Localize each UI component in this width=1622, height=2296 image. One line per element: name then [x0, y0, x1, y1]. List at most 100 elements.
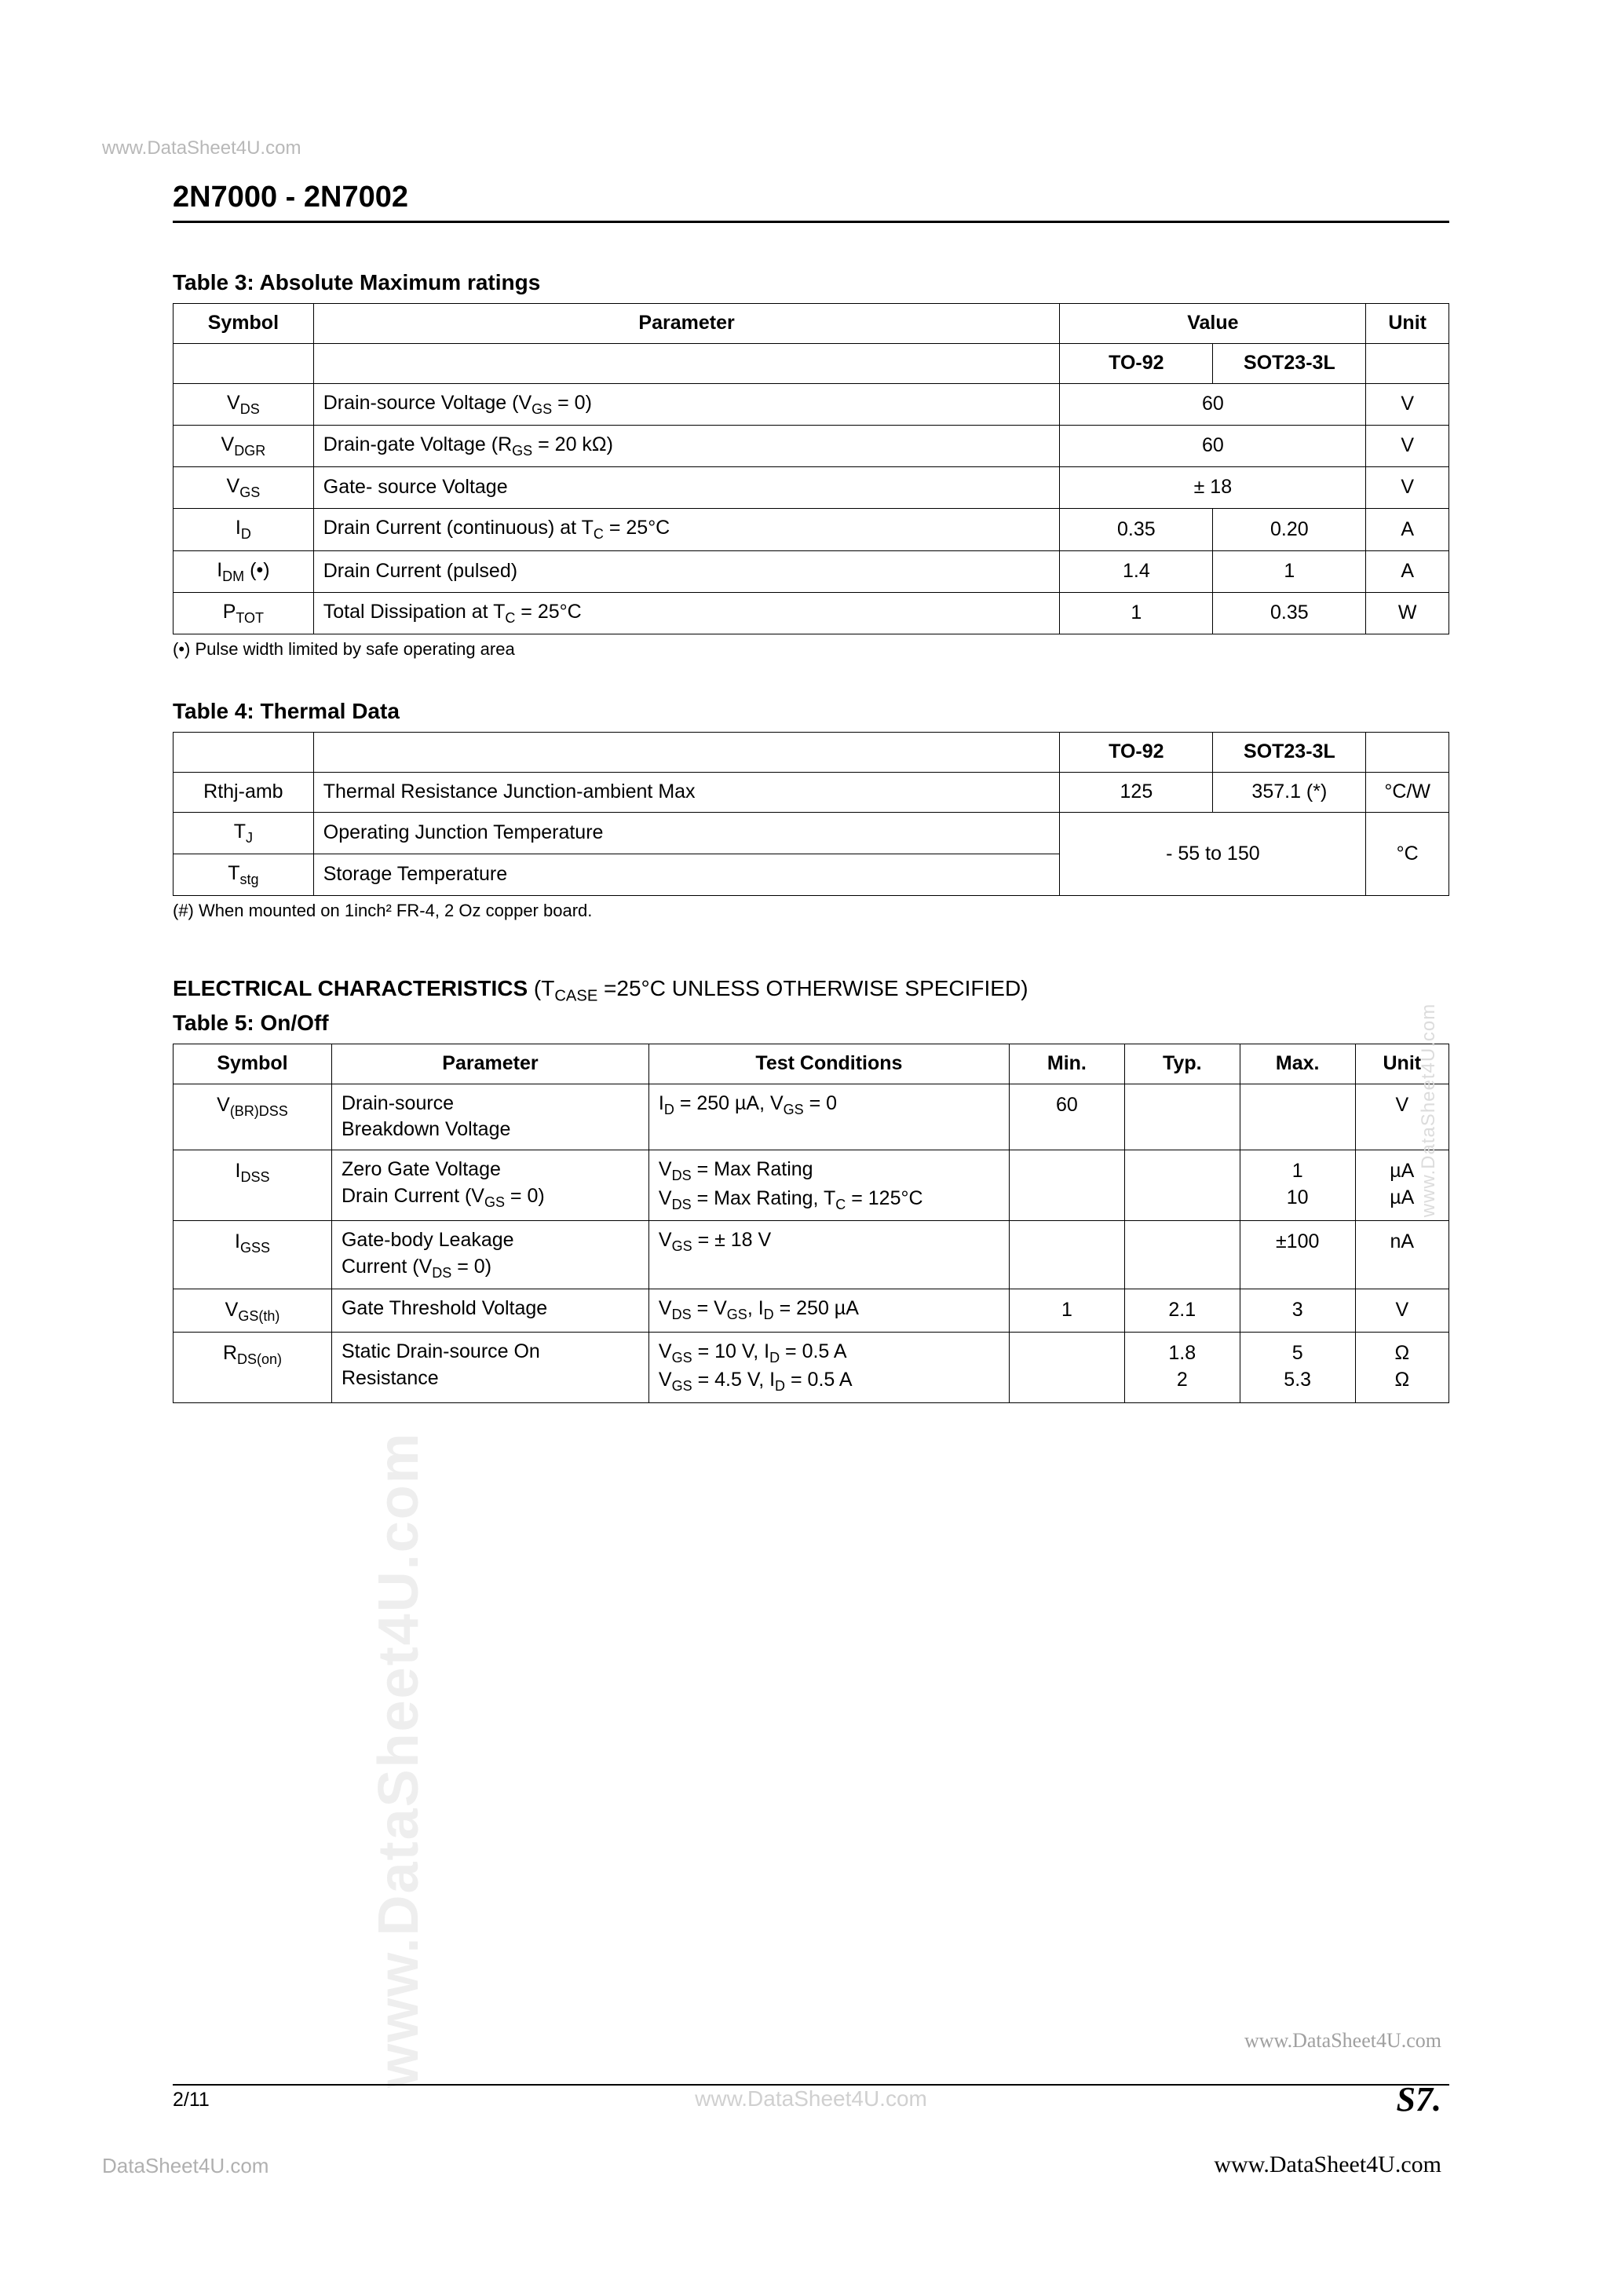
table-subheader-row: TO-92 SOT23-3L	[174, 343, 1449, 383]
unit-cell: V	[1366, 467, 1449, 509]
col-to92: TO-92	[1060, 733, 1213, 773]
watermark-left: www.DataSheet4U.com	[367, 1431, 431, 2088]
table-row: RDS(on)Static Drain-source OnResistanceV…	[174, 1333, 1449, 1403]
unit-cell: W	[1366, 592, 1449, 634]
table4-footnote: (#) When mounted on 1inch² FR-4, 2 Oz co…	[173, 901, 1449, 921]
unit-cell: V	[1366, 425, 1449, 466]
value-cell: 125	[1060, 773, 1213, 813]
param-cell: Drain-gate Voltage (RGS = 20 kΩ)	[313, 425, 1060, 466]
value-cell: 1	[1213, 550, 1366, 592]
table3-footnote: (•) Pulse width limited by safe operatin…	[173, 639, 1449, 660]
table-row: IGSSGate-body LeakageCurrent (VDS = 0)VG…	[174, 1220, 1449, 1289]
value-cell: 357.1 (*)	[1213, 773, 1366, 813]
symbol-cell: V(BR)DSS	[174, 1084, 332, 1150]
watermark-bottom-right-2: www.DataSheet4U.com	[1214, 2152, 1441, 2178]
col-sot23: SOT23-3L	[1213, 733, 1366, 773]
table3: Symbol Parameter Value Unit TO-92 SOT23-…	[173, 303, 1449, 634]
param-cell: Storage Temperature	[313, 854, 1060, 896]
max-cell: 3	[1240, 1289, 1355, 1332]
param-cell: Total Dissipation at TC = 25°C	[313, 592, 1060, 634]
unit-cell: V	[1366, 383, 1449, 425]
typ-cell	[1124, 1084, 1240, 1150]
watermark-bottom-right-1: www.DataSheet4U.com	[1244, 2029, 1441, 2053]
blank-cell	[1366, 733, 1449, 773]
param-cell: Drain-source Voltage (VGS = 0)	[313, 383, 1060, 425]
typ-cell: 2.1	[1124, 1289, 1240, 1332]
datasheet-page: www.DataSheet4U.com www.DataSheet4U.com …	[0, 0, 1622, 2296]
value-cell: 60	[1060, 425, 1366, 466]
table4: TO-92 SOT23-3L Rthj-ambThermal Resistanc…	[173, 732, 1449, 896]
section5-heading: ELECTRICAL CHARACTERISTICS (TCASE =25°C …	[173, 976, 1449, 1006]
table5: Symbol Parameter Test Conditions Min. Ty…	[173, 1044, 1449, 1403]
blank-cell	[1366, 343, 1449, 383]
min-cell: 60	[1009, 1084, 1124, 1150]
test-cell: ID = 250 µA, VGS = 0	[648, 1084, 1009, 1150]
col-parameter: Parameter	[331, 1044, 648, 1084]
param-cell: Gate-body LeakageCurrent (VDS = 0)	[331, 1220, 648, 1289]
st-logo: S7.	[1397, 2079, 1441, 2119]
col-unit: Unit	[1366, 304, 1449, 344]
col-to92: TO-92	[1060, 343, 1213, 383]
symbol-cell: IGSS	[174, 1220, 332, 1289]
table-row: VDGRDrain-gate Voltage (RGS = 20 kΩ)60V	[174, 425, 1449, 466]
col-sot23: SOT23-3L	[1213, 343, 1366, 383]
param-cell: Drain Current (pulsed)	[313, 550, 1060, 592]
symbol-cell: Tstg	[174, 854, 314, 896]
min-cell	[1009, 1333, 1124, 1403]
page-title: 2N7000 - 2N7002	[173, 181, 1449, 223]
unit-cell: ΩΩ	[1355, 1333, 1448, 1403]
symbol-cell: RDS(on)	[174, 1333, 332, 1403]
table5-title: Table 5: On/Off	[173, 1011, 1449, 1036]
value-cell: 0.20	[1213, 509, 1366, 550]
table-row: IDSSZero Gate VoltageDrain Current (VGS …	[174, 1150, 1449, 1221]
test-cell: VDS = Max RatingVDS = Max Rating, TC = 1…	[648, 1150, 1009, 1221]
table-row: VDSDrain-source Voltage (VGS = 0)60V	[174, 383, 1449, 425]
value-cell: - 55 to 150	[1060, 812, 1366, 896]
col-max: Max.	[1240, 1044, 1355, 1084]
unit-cell: °C	[1366, 812, 1449, 896]
watermark-top: www.DataSheet4U.com	[102, 137, 301, 159]
col-symbol: Symbol	[174, 304, 314, 344]
max-cell: ±100	[1240, 1220, 1355, 1289]
unit-cell: V	[1355, 1289, 1448, 1332]
table-row: IDDrain Current (continuous) at TC = 25°…	[174, 509, 1449, 550]
symbol-cell: Rthj-amb	[174, 773, 314, 813]
table-row: TJOperating Junction Temperature- 55 to …	[174, 812, 1449, 854]
max-cell: 110	[1240, 1150, 1355, 1221]
test-cell: VGS = 10 V, ID = 0.5 AVGS = 4.5 V, ID = …	[648, 1333, 1009, 1403]
blank-cell	[313, 343, 1060, 383]
param-cell: Zero Gate VoltageDrain Current (VGS = 0)	[331, 1150, 648, 1221]
watermark-bottom-center: www.DataSheet4U.com	[695, 2086, 927, 2111]
table-row: V(BR)DSSDrain-sourceBreakdown VoltageID …	[174, 1084, 1449, 1150]
param-cell: Gate Threshold Voltage	[331, 1289, 648, 1332]
table-header-row: Symbol Parameter Value Unit	[174, 304, 1449, 344]
table3-title: Table 3: Absolute Maximum ratings	[173, 270, 1449, 295]
symbol-cell: ID	[174, 509, 314, 550]
symbol-cell: VDS	[174, 383, 314, 425]
typ-cell: 1.82	[1124, 1333, 1240, 1403]
param-cell: Static Drain-source OnResistance	[331, 1333, 648, 1403]
symbol-cell: IDSS	[174, 1150, 332, 1221]
value-cell: 1	[1060, 592, 1213, 634]
max-cell	[1240, 1084, 1355, 1150]
max-cell: 55.3	[1240, 1333, 1355, 1403]
test-cell: VDS = VGS, ID = 250 µA	[648, 1289, 1009, 1332]
blank-cell	[174, 733, 314, 773]
value-cell: 60	[1060, 383, 1366, 425]
col-test: Test Conditions	[648, 1044, 1009, 1084]
symbol-cell: PTOT	[174, 592, 314, 634]
table-header-row: TO-92 SOT23-3L	[174, 733, 1449, 773]
blank-cell	[174, 343, 314, 383]
min-cell: 1	[1009, 1289, 1124, 1332]
table-row: PTOTTotal Dissipation at TC = 25°C10.35W	[174, 592, 1449, 634]
min-cell	[1009, 1220, 1124, 1289]
col-min: Min.	[1009, 1044, 1124, 1084]
table-row: VGSGate- source Voltage± 18V	[174, 467, 1449, 509]
test-cell: VGS = ± 18 V	[648, 1220, 1009, 1289]
typ-cell	[1124, 1220, 1240, 1289]
param-cell: Drain-sourceBreakdown Voltage	[331, 1084, 648, 1150]
blank-cell	[313, 733, 1060, 773]
typ-cell	[1124, 1150, 1240, 1221]
watermark-right: www.DataSheet4U.com	[1418, 1004, 1440, 1217]
col-value: Value	[1060, 304, 1366, 344]
